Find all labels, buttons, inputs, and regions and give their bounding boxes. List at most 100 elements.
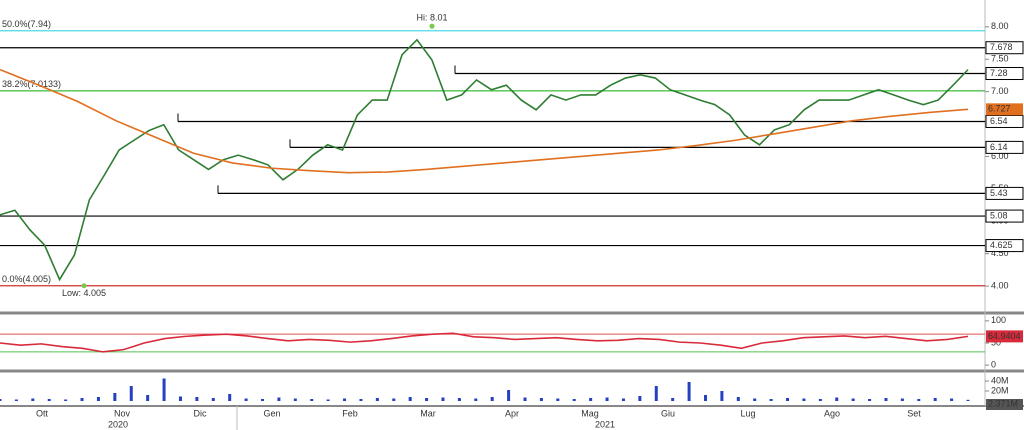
volume-bar	[917, 399, 921, 401]
y-tick-label: 20M	[991, 385, 1009, 395]
volume-bar	[507, 390, 511, 401]
volume-bar	[556, 398, 560, 401]
fib-label: 0.0%(4.005)	[2, 274, 51, 284]
volume-bar	[818, 399, 822, 401]
volume-bar	[31, 398, 35, 401]
volume-bar	[933, 398, 937, 401]
volume-bar	[868, 399, 872, 401]
level-label-box	[985, 41, 1024, 55]
series-line	[0, 68, 969, 174]
volume-bar	[146, 395, 150, 401]
x-tick-label: Mag	[581, 408, 599, 418]
volume-bar	[572, 399, 576, 401]
y-tick-label: 4.50	[991, 248, 1009, 258]
volume-bar	[474, 398, 478, 401]
volume-bar	[753, 398, 757, 401]
volume-bar	[671, 398, 675, 401]
volume-bar	[605, 397, 609, 401]
volume-bar	[441, 397, 445, 401]
volume-bar	[211, 398, 215, 401]
volume-bar	[621, 398, 625, 401]
x-tick-label: Set	[907, 408, 921, 418]
x-tick-label: Ago	[824, 408, 840, 418]
x-tick-label: Gen	[263, 408, 280, 418]
volume-bar	[835, 397, 839, 401]
x-tick-label: Dic	[194, 408, 207, 418]
y-tick-label: 8.00	[991, 21, 1009, 31]
volume-bar	[326, 399, 330, 401]
y-tick-label: 7.50	[991, 54, 1009, 64]
volume-bar	[425, 398, 429, 401]
volume-bar	[64, 399, 68, 401]
volume-bar	[261, 399, 265, 401]
y-tick-label: 6.00	[991, 151, 1009, 161]
level-label-box	[985, 114, 1024, 128]
x-tick-label: Giu	[661, 408, 675, 418]
y-tick-label: 40M	[991, 375, 1009, 385]
annotation-point	[81, 283, 87, 289]
volume-bar	[802, 398, 806, 401]
volume-bar	[589, 398, 593, 401]
year-label: 2020	[108, 419, 128, 429]
x-tick-label: Mar	[420, 408, 436, 418]
volume-bar	[293, 398, 297, 401]
volume-bar	[703, 395, 707, 401]
level-label: 5.08	[990, 210, 1008, 220]
level-label-box	[985, 140, 1024, 154]
volume-bar	[343, 398, 347, 401]
volume-bar	[359, 399, 363, 401]
x-tick-label: Lug	[740, 408, 755, 418]
last-value-box	[986, 399, 1023, 410]
volume-bar	[228, 394, 232, 401]
x-tick-label: Nov	[114, 408, 131, 418]
volume-bar	[457, 398, 461, 401]
fib-label: 50.0%(7.94)	[2, 19, 51, 29]
volume-bar	[654, 386, 658, 401]
series-line	[0, 332, 969, 353]
volume-bar	[392, 398, 396, 401]
level-label: 5.43	[990, 188, 1008, 198]
y-tick-label: 0	[991, 360, 996, 370]
volume-bar	[375, 398, 379, 401]
annotation-point	[429, 23, 435, 29]
x-tick-label: Apr	[505, 408, 519, 418]
volume-bar	[539, 398, 543, 401]
fib-label: 38.2%(7.0133)	[2, 79, 61, 89]
last-value-label: 64.9404	[988, 331, 1021, 341]
volume-bar	[490, 397, 494, 401]
y-tick-label: 4.00	[991, 280, 1009, 290]
volume-bar	[638, 396, 642, 401]
volume-bar	[310, 399, 314, 401]
y-tick-label: 100	[991, 315, 1006, 325]
volume-bar	[966, 399, 970, 401]
level-label-box	[985, 186, 1024, 200]
level-label: 4.625	[990, 240, 1013, 250]
volume-bar	[113, 393, 117, 401]
x-tick-label: Ott	[36, 408, 49, 418]
level-label-box	[985, 239, 1024, 253]
year-label: 2021	[595, 419, 615, 429]
volume-bar	[408, 397, 412, 401]
volume-bar	[950, 398, 954, 401]
level-label: 6.54	[990, 116, 1008, 126]
last-value-box	[986, 330, 1023, 343]
annotation: Low: 4.005	[62, 288, 106, 298]
level-label-box	[985, 209, 1024, 223]
level-label: 7.28	[990, 68, 1008, 78]
level-label: 7.678	[990, 42, 1013, 52]
volume-bar	[0, 399, 2, 401]
volume-bar	[162, 378, 166, 401]
volume-bar	[47, 399, 51, 401]
volume-bar	[178, 396, 182, 401]
volume-bar	[129, 386, 133, 401]
volume-bar	[736, 397, 740, 401]
volume-bar	[14, 399, 18, 401]
volume-bar	[80, 398, 84, 401]
level-label: 6.14	[990, 142, 1008, 152]
volume-bar	[900, 398, 904, 401]
volume-bar	[523, 397, 527, 401]
volume-bar	[884, 398, 888, 401]
volume-bar	[195, 397, 199, 401]
